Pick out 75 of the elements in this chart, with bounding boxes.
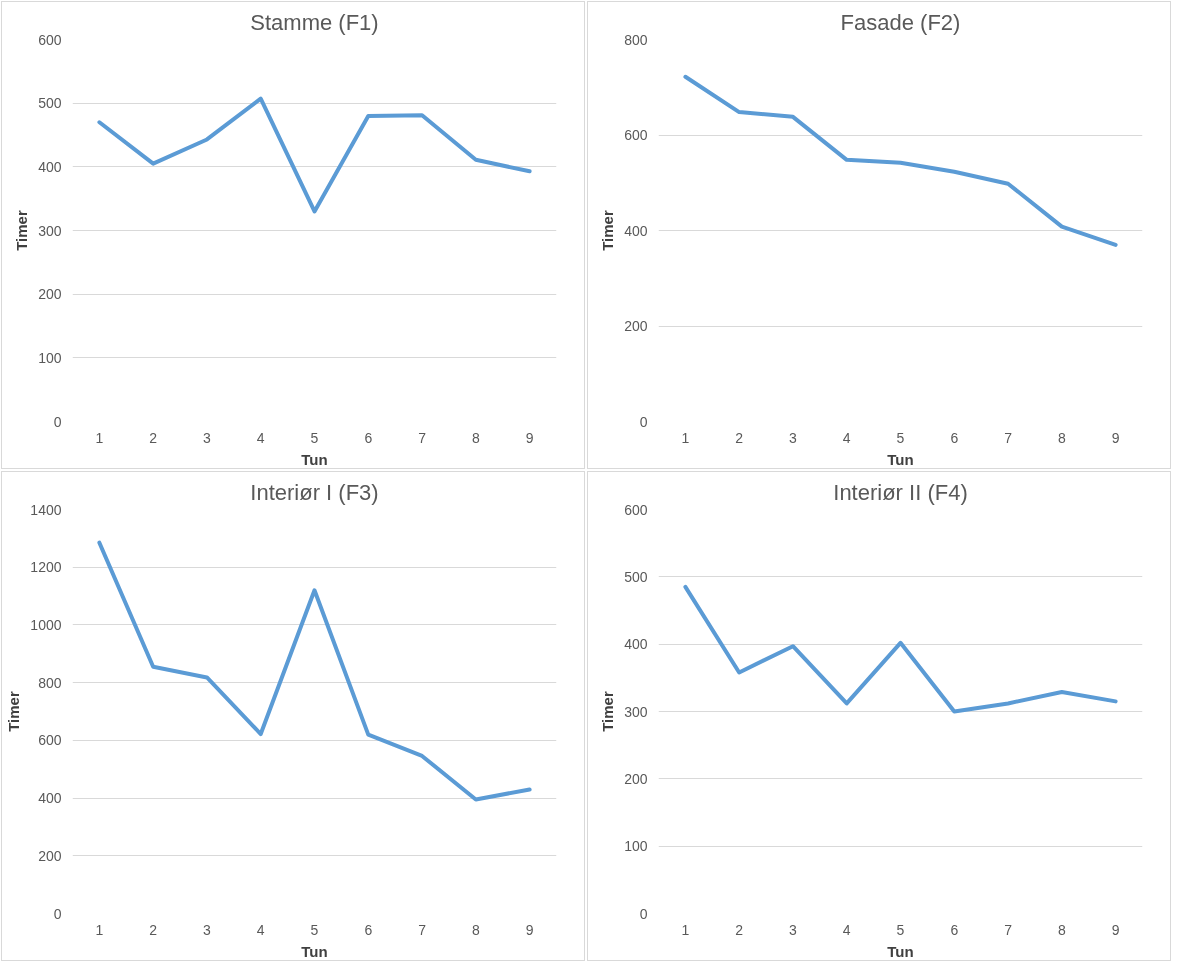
y-tick-label: 1400 — [30, 501, 62, 518]
x-tick-label: 7 — [1004, 429, 1013, 446]
y-tick-label: 600 — [624, 127, 648, 143]
y-tick-label: 100 — [624, 838, 648, 855]
x-tick-label: 4 — [842, 921, 851, 938]
x-tick-label: 3 — [789, 429, 798, 446]
x-tick-label: 1 — [681, 429, 690, 446]
y-axis-title: Timer — [599, 210, 617, 251]
x-tick-label: 6 — [364, 429, 373, 446]
y-tick-label: 800 — [38, 674, 62, 691]
y-axis-title: Timer — [5, 691, 23, 732]
y-tick-label: 300 — [38, 222, 62, 239]
chart-title: Interiør II (F4) — [833, 479, 968, 505]
x-axis-title: Tun — [887, 942, 914, 960]
x-tick-label: 8 — [471, 429, 480, 446]
x-tick-label: 1 — [95, 921, 104, 938]
y-tick-label: 400 — [624, 222, 648, 239]
y-tick-label: 800 — [624, 31, 648, 48]
x-tick-label: 8 — [471, 921, 480, 938]
x-tick-label: 7 — [418, 429, 427, 446]
x-tick-label: 6 — [950, 429, 959, 446]
x-tick-label: 5 — [310, 429, 319, 446]
x-tick-label: 2 — [735, 429, 744, 446]
y-tick-label: 600 — [38, 732, 62, 749]
x-tick-label: 7 — [1004, 921, 1013, 938]
x-tick-label: 4 — [256, 429, 265, 446]
x-axis-title: Tun — [887, 450, 914, 468]
chart-title: Fasade (F2) — [840, 9, 961, 35]
x-tick-label: 2 — [149, 921, 158, 938]
y-tick-label: 1200 — [30, 559, 62, 576]
y-tick-label: 200 — [38, 286, 62, 303]
x-tick-label: 3 — [203, 429, 212, 446]
y-tick-label: 400 — [38, 158, 62, 175]
y-tick-label: 600 — [624, 501, 648, 518]
y-tick-label: 100 — [38, 349, 62, 366]
x-tick-label: 9 — [525, 921, 534, 938]
y-tick-label: 600 — [38, 31, 62, 48]
x-tick-label: 7 — [418, 921, 427, 938]
y-tick-label: 0 — [639, 413, 648, 430]
y-tick-label: 200 — [624, 318, 648, 334]
x-tick-label: 3 — [203, 921, 212, 938]
x-tick-label: 6 — [364, 921, 373, 938]
y-tick-label: 500 — [624, 568, 648, 585]
x-tick-label: 4 — [256, 921, 265, 938]
x-tick-label: 1 — [95, 429, 104, 446]
x-tick-label: 9 — [1111, 921, 1120, 938]
y-tick-label: 400 — [38, 790, 62, 807]
x-tick-label: 5 — [896, 921, 905, 938]
x-tick-label: 4 — [842, 429, 851, 446]
x-tick-label: 8 — [1057, 921, 1066, 938]
x-tick-label: 9 — [525, 429, 534, 446]
x-tick-label: 3 — [789, 921, 798, 938]
x-tick-label: 5 — [310, 921, 319, 938]
x-tick-label: 8 — [1057, 429, 1066, 446]
y-tick-label: 300 — [624, 703, 648, 720]
y-tick-label: 0 — [53, 413, 62, 430]
x-axis-title: Tun — [301, 942, 328, 960]
x-axis-title: Tun — [301, 450, 328, 468]
y-axis-title: Timer — [599, 691, 617, 732]
x-tick-label: 1 — [681, 921, 690, 938]
x-tick-label: 9 — [1111, 429, 1120, 446]
y-tick-label: 400 — [624, 636, 648, 653]
y-tick-label: 500 — [38, 95, 62, 112]
chart-title: Interiør I (F3) — [250, 479, 379, 505]
x-tick-label: 2 — [149, 429, 158, 446]
chart-title: Stamme (F1) — [250, 9, 379, 35]
y-tick-label: 200 — [38, 847, 62, 864]
x-tick-label: 5 — [896, 429, 905, 446]
y-tick-label: 200 — [624, 770, 648, 787]
x-tick-label: 2 — [735, 921, 744, 938]
y-tick-label: 1000 — [30, 616, 62, 633]
y-tick-label: 0 — [53, 905, 62, 922]
y-tick-label: 0 — [639, 905, 648, 922]
x-tick-label: 6 — [950, 921, 959, 938]
y-axis-title: Timer — [13, 210, 31, 251]
